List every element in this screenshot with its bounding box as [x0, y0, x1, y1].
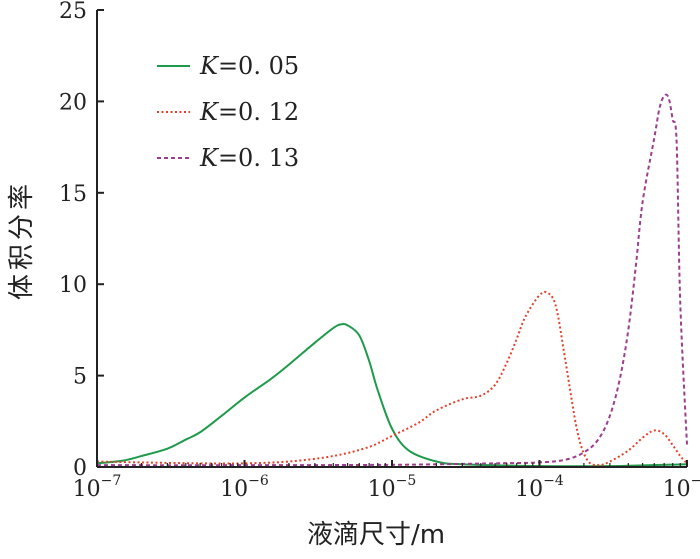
y-tick-label: 15 — [59, 182, 87, 207]
y-tick-label: 0 — [73, 456, 87, 481]
x-tick-label: 10−7 — [73, 473, 122, 502]
legend-label-3: K=0. 13 — [199, 144, 299, 172]
y-tick-label: 5 — [73, 365, 87, 390]
y-tick-label: 25 — [59, 0, 87, 24]
legend: K=0. 05 K=0. 12 K=0. 13 — [157, 52, 299, 172]
y-tick-label: 10 — [59, 273, 87, 298]
x-tick-label: 10−6 — [220, 473, 269, 502]
legend-label-1: K=0. 05 — [199, 52, 299, 80]
x-tick-label: 10−3 — [663, 473, 700, 502]
y-axis-title: 体积分率 — [7, 180, 37, 300]
series-line-3 — [96, 93, 688, 467]
plot-area — [96, 93, 688, 468]
x-axis-title: 液滴尺寸/m — [307, 520, 445, 550]
x-tick-label: 10−4 — [515, 473, 564, 502]
series-line-1 — [96, 323, 688, 468]
x-tick-label: 10−5 — [368, 473, 417, 502]
y-tick-label: 20 — [59, 90, 87, 115]
axes: 0 5 10 15 20 25 10−7 10−6 10−5 10−4 10−3 — [59, 0, 700, 502]
legend-label-2: K=0. 12 — [199, 98, 299, 126]
